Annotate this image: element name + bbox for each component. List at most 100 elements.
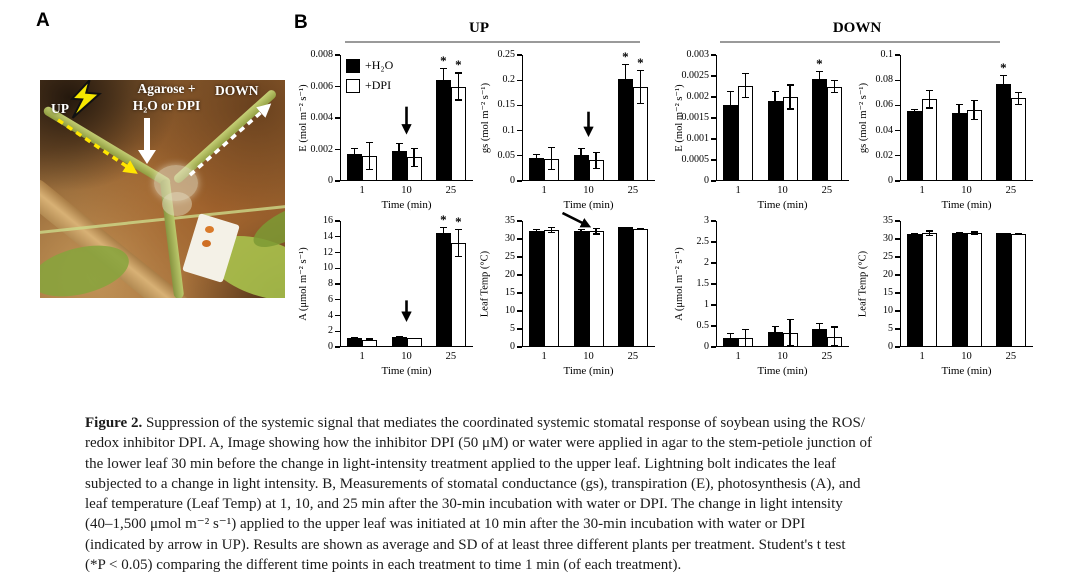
y-tick-label: 0 (888, 341, 893, 352)
y-tick-label: 0.1 (880, 49, 894, 60)
plot-area (716, 221, 849, 347)
y-tick-label: 0.004 (310, 112, 334, 123)
y-tick-label: 25 (505, 251, 515, 262)
error-bar (774, 325, 776, 339)
y-tick-label: 30 (505, 233, 515, 244)
error-bar-cap-top (970, 231, 978, 233)
y-tick-mark (517, 328, 522, 330)
error-bar-cap-top (548, 147, 556, 149)
error-bar-cap-bottom (926, 234, 934, 237)
x-axis-title: Time (min) (563, 365, 614, 377)
bar-h2o (951, 112, 967, 181)
x-tick-label: 1 (541, 185, 547, 196)
error-bar-cap-top (410, 147, 418, 150)
bar-dpi (738, 85, 754, 181)
y-tick-mark (517, 310, 522, 312)
error-bar-cap-bottom (395, 336, 403, 338)
error-bar-cap-top (771, 325, 779, 327)
y-tick-label: 0.0005 (681, 154, 710, 165)
error-bar-cap-top (577, 229, 585, 231)
y-tick-mark (517, 130, 522, 132)
y-tick-mark (335, 346, 340, 348)
agarose-label-line2: H₂O or DPI (132, 98, 201, 113)
x-tick-label: 1 (359, 185, 365, 196)
y-tick-mark (335, 180, 340, 182)
error-bar-cap-bottom (727, 118, 735, 121)
bar-h2o (347, 337, 363, 347)
x-tick-label: 10 (961, 185, 972, 196)
error-bar-cap-bottom (533, 231, 541, 233)
y-tick-label: 0.2 (502, 74, 516, 86)
y-tick-mark (335, 314, 340, 317)
x-tick-label: 1 (735, 185, 741, 196)
error-bar-cap-bottom (999, 91, 1007, 93)
y-tick-label: 4 (328, 309, 333, 321)
error-bar (833, 80, 835, 93)
y-tick-mark (517, 346, 522, 348)
chart-up-transpiration: 0 0.002 0.004 0.006 0.008 E (mol m⁻² s⁻¹) 1 10 2… (298, 46, 478, 218)
bar-dpi (966, 109, 982, 181)
error-bar-cap-top (454, 72, 462, 74)
y-tick-label: 0 (510, 341, 515, 352)
chart-down-transpiration: 0 0.0005 0.001 0.0015 0.002 0.0025 0.003 E (mol… (674, 46, 854, 218)
caption-line: the lower leaf 30 min before the change … (85, 455, 837, 472)
bar-dpi (406, 338, 422, 347)
error-bar-cap-top (742, 328, 750, 330)
error-bar (973, 99, 975, 120)
x-tick-label: 10 (777, 185, 788, 196)
bar-dpi (1010, 233, 1026, 347)
y-tick-mark (895, 54, 900, 56)
bar-dpi (450, 86, 466, 181)
y-tick-mark (711, 159, 716, 161)
error-bar-cap-bottom (621, 93, 629, 95)
bar-h2o (617, 227, 633, 347)
error-bar-cap-top (786, 318, 794, 321)
y-tick-label: 16 (323, 215, 333, 226)
y-axis-title: E (mol m⁻² s⁻¹) (674, 84, 685, 152)
y-axis-title: gs (mol m⁻² s⁻¹) (480, 82, 491, 154)
error-bar-cap-bottom (970, 233, 978, 236)
error-bar (551, 226, 553, 234)
y-tick-label: 0.003 (686, 49, 710, 60)
y-tick-mark (517, 238, 522, 240)
y-tick-mark (711, 138, 716, 140)
y-tick-label: 2 (328, 325, 333, 337)
significance-asterisk: * (1000, 60, 1007, 76)
y-tick-label: 0.002 (310, 143, 334, 155)
x-tick-label: 1 (359, 351, 365, 362)
bar-h2o (617, 79, 633, 181)
error-bar-cap-top (1014, 232, 1022, 235)
error-bar-cap-top (742, 73, 750, 75)
x-axis-title: Time (min) (941, 365, 992, 377)
significance-asterisk: * (637, 55, 644, 71)
y-axis-title: Leaf Temp (°C) (479, 250, 491, 318)
bar-h2o (951, 233, 967, 347)
bar-dpi (632, 228, 648, 347)
error-bar-cap-top (548, 226, 556, 228)
error-bar (929, 230, 931, 237)
error-bar-cap-top (351, 147, 359, 150)
y-tick-mark (335, 85, 340, 88)
x-tick-label: 25 (821, 185, 833, 196)
legend: +H₂O +DPI (346, 58, 393, 93)
down-header-underline (720, 41, 1000, 43)
error-bar-cap-bottom (727, 341, 735, 343)
bar-h2o (435, 232, 451, 347)
y-tick-mark (895, 220, 900, 222)
y-tick-label: 0.06 (875, 99, 894, 111)
caption-line: (40–1,500 μmol m⁻² s⁻¹) applied to the u… (85, 516, 806, 533)
caption-line: (*P < 0.05) comparing the different time… (85, 557, 682, 574)
x-axis-title: Time (min) (757, 199, 808, 211)
error-bar-cap-top (999, 75, 1007, 77)
x-tick-label: 1 (541, 351, 547, 362)
bar-h2o (995, 233, 1011, 347)
y-axis-title: Leaf Temp (°C) (857, 250, 869, 318)
error-bar-cap-top (1014, 91, 1022, 93)
x-axis-title: Time (min) (757, 365, 808, 377)
y-tick-mark (895, 274, 900, 276)
error-bar (536, 228, 538, 233)
y-tick-mark (895, 292, 900, 294)
error-bar-cap-bottom (577, 160, 585, 162)
bar-h2o (907, 233, 923, 347)
bar-dpi (826, 86, 842, 181)
